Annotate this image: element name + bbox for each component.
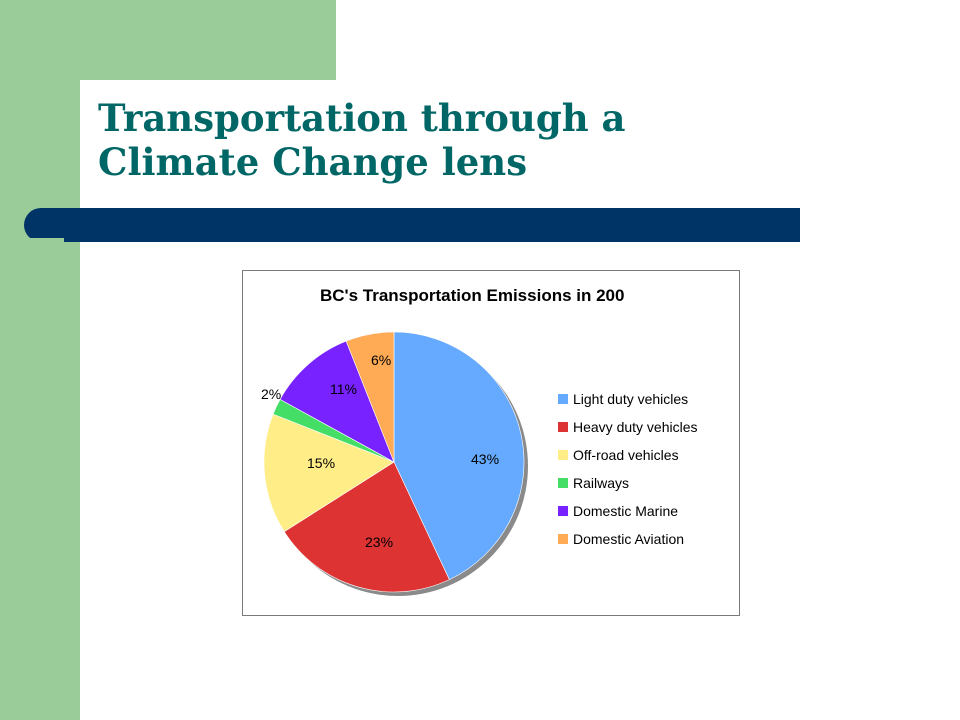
slide-title: Transportation through a Climate Change … bbox=[98, 96, 798, 184]
green-top-block bbox=[80, 0, 336, 80]
pie-data-label-light-duty-vehicles: 43% bbox=[471, 451, 499, 467]
pie-slice-domestic-aviation bbox=[345, 331, 395, 463]
legend-label-domestic-aviation: Domestic Aviation bbox=[573, 531, 684, 547]
legend-swatch-heavy-duty-vehicles bbox=[558, 422, 568, 432]
pie-data-label-off-road-vehicles: 15% bbox=[307, 455, 335, 471]
legend-label-railways: Railways bbox=[573, 475, 629, 491]
legend-swatch-domestic-aviation bbox=[558, 534, 568, 544]
legend-swatch-railways bbox=[558, 478, 568, 488]
green-side-panel bbox=[0, 0, 80, 720]
chart-legend: Light duty vehicles Heavy duty vehicles Of… bbox=[558, 391, 698, 547]
chart-title: BC's Transportation Emissions in 200 bbox=[320, 286, 624, 305]
pie-data-label-domestic-aviation: 6% bbox=[371, 352, 391, 368]
pie-chart: BC's Transportation Emissions in 200 43%… bbox=[261, 286, 698, 596]
pie-data-label-domestic-marine: 11% bbox=[330, 381, 357, 397]
pie-slice-domestic-marine bbox=[279, 340, 395, 463]
pie-slice-heavy-duty-vehicles bbox=[283, 461, 450, 593]
legend-label-domestic-marine: Domestic Marine bbox=[573, 503, 678, 519]
legend-swatch-light-duty-vehicles bbox=[558, 394, 568, 404]
pie-data-label-heavy-duty-vehicles: 23% bbox=[365, 534, 393, 550]
title-underline-bar bbox=[24, 208, 800, 242]
chart-frame: BC's Transportation Emissions in 200 43%… bbox=[242, 270, 740, 616]
pie-slices bbox=[263, 331, 525, 593]
legend-label-heavy-duty-vehicles: Heavy duty vehicles bbox=[573, 419, 698, 435]
legend-swatch-off-road-vehicles bbox=[558, 450, 568, 460]
pie-data-label-railways: 2% bbox=[261, 386, 281, 402]
slide-title-line-1: Transportation through a bbox=[98, 96, 626, 140]
legend-label-light-duty-vehicles: Light duty vehicles bbox=[573, 391, 688, 407]
legend-swatch-domestic-marine bbox=[558, 506, 568, 516]
slide-title-line-2: Climate Change lens bbox=[98, 140, 528, 184]
pie-labels: 43% 23% 15% 2% 11% 6% bbox=[261, 352, 499, 550]
legend-label-off-road-vehicles: Off-road vehicles bbox=[573, 447, 679, 463]
pie-slice-light-duty-vehicles bbox=[393, 331, 525, 581]
pie-slice-off-road-vehicles bbox=[263, 413, 395, 533]
title-bar-notch bbox=[24, 238, 64, 242]
